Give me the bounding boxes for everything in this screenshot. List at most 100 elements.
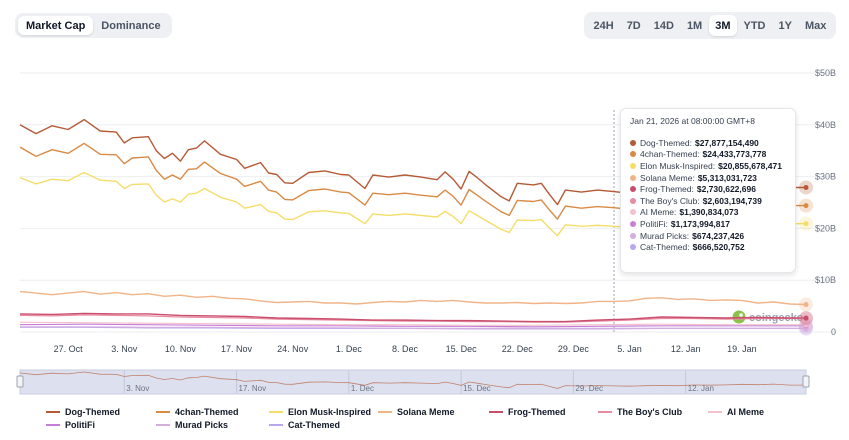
- tooltip-series-name: 4chan-Themed:: [640, 149, 700, 160]
- range-14d[interactable]: 14D: [647, 15, 680, 36]
- tooltip-series-name: Frog-Themed:: [640, 184, 694, 195]
- legend-label: Dog-Themed: [65, 407, 120, 417]
- x-tick-label: 15. Dec: [446, 344, 478, 354]
- tooltip-series-name: Murad Picks:: [640, 230, 690, 241]
- legend-item[interactable]: AI Meme: [708, 407, 764, 417]
- legend-item[interactable]: 4chan-Themed: [156, 407, 239, 417]
- tooltip-series-value: $666,520,752: [692, 242, 745, 253]
- tooltip-series-name: The Boy's Club:: [640, 195, 700, 206]
- navigator-tick-label: 12. Jan: [688, 384, 714, 393]
- legend-label: AI Meme: [727, 407, 765, 417]
- tooltip-series-value: $2,603,194,739: [702, 195, 762, 206]
- tooltip-series-value: $1,173,994,817: [670, 218, 730, 229]
- x-tick-label: 1. Dec: [336, 344, 363, 354]
- legend-label: Solana Meme: [397, 407, 455, 417]
- series-line-ai-meme: [19, 321, 806, 326]
- hover-point-4chan-themed: [803, 203, 809, 209]
- tooltip-date: Jan 21, 2026 at 08:00:00 GMT+8: [630, 116, 755, 126]
- range-3m[interactable]: 3M: [708, 15, 737, 36]
- range-1m[interactable]: 1M: [680, 15, 708, 36]
- tooltip-row: The Boy's Club: $2,603,194,739: [630, 195, 786, 207]
- hover-point-solana-meme: [803, 302, 809, 308]
- legend-swatch: [269, 411, 283, 413]
- tooltip-row: Frog-Themed: $2,730,622,696: [630, 183, 786, 195]
- legend-label: Frog-Themed: [508, 407, 566, 417]
- tooltip-row: Murad Picks: $674,237,426: [630, 230, 786, 242]
- tooltip-row: AI Meme: $1,390,834,073: [630, 207, 786, 219]
- watermark: coingecko: [732, 310, 804, 324]
- tooltip-row: Cat-Themed: $666,520,752: [630, 241, 786, 253]
- series-line-frog-themed: [19, 312, 806, 323]
- legend-item[interactable]: PolitiFi: [46, 420, 95, 430]
- hover-markers: [799, 180, 813, 336]
- navigator-tick-label: 29. Dec: [575, 384, 603, 393]
- navigator-right-handle[interactable]: [802, 375, 810, 388]
- navigator-grid: [123, 371, 687, 393]
- legend-item[interactable]: Elon Musk-Inspired: [269, 407, 371, 417]
- legend-label: PolitiFi: [65, 420, 95, 430]
- metric-tab-group: Market Cap Dominance: [15, 13, 172, 38]
- tab-market-cap[interactable]: Market Cap: [18, 16, 94, 35]
- tooltip-series-name: Dog-Themed:: [640, 137, 692, 148]
- hover-point-ai-meme: [803, 322, 809, 328]
- navigator-tick-label: 1. Dec: [351, 384, 374, 393]
- x-axis-ticks: 27. Oct 3. Nov 10. Nov 17. Nov 24. Nov 1. Dec…: [54, 344, 757, 354]
- tooltip-series-value: $24,433,773,778: [702, 149, 767, 160]
- tooltip-series-name: AI Meme:: [640, 207, 677, 218]
- tab-dominance[interactable]: Dominance: [93, 16, 168, 35]
- tooltip-dot-icon: [630, 197, 636, 204]
- legend-item[interactable]: The Boy's Club: [598, 407, 682, 417]
- tooltip-dot-icon: [630, 139, 636, 146]
- tooltip-series-value: $674,237,426: [692, 230, 745, 241]
- hover-point-elon-musk-inspired: [803, 221, 809, 227]
- x-tick-label: 5. Jan: [617, 344, 642, 354]
- x-tick-label: 8. Dec: [392, 344, 419, 354]
- series-line-the-boy-s-club: [19, 314, 806, 323]
- legend-label: Murad Picks: [175, 420, 229, 430]
- y-tick-label: $30B: [815, 172, 836, 182]
- tooltip-row: PolitiFi: $1,173,994,817: [630, 218, 786, 230]
- range-tab-group: 24H 7D 14D 1M 3M YTD 1Y Max: [584, 12, 836, 39]
- legend-swatch: [156, 424, 170, 426]
- tooltip-dot-icon: [630, 232, 636, 239]
- x-tick-label: 29. Dec: [558, 344, 590, 354]
- range-max[interactable]: Max: [798, 15, 832, 36]
- navigator[interactable]: 3. Nov 17. Nov 1. Dec 15. Dec 29. Dec 12. Jan: [16, 369, 810, 395]
- legend-item[interactable]: Dog-Themed: [46, 407, 120, 417]
- range-ytd[interactable]: YTD: [737, 15, 772, 36]
- coingecko-eye-icon: [739, 313, 743, 317]
- navigator-ticks: 3. Nov 17. Nov 1. Dec 15. Dec 29. Dec 12. Jan: [126, 384, 714, 393]
- legend-item[interactable]: Solana Meme: [378, 407, 455, 417]
- series-line-solana-meme: [19, 290, 807, 306]
- x-tick-label: 17. Nov: [221, 344, 253, 354]
- tooltip-dot-icon: [630, 244, 636, 251]
- legend-item[interactable]: Murad Picks: [156, 420, 228, 430]
- y-tick-label: 0: [831, 327, 836, 337]
- y-tick-label: $40B: [815, 120, 836, 130]
- y-tick-label: $10B: [815, 275, 836, 285]
- navigator-tick-label: 3. Nov: [126, 384, 149, 393]
- y-axis-ticks: 0 $10B $20B $30B $40B $50B: [815, 68, 836, 337]
- legend-item[interactable]: Frog-Themed: [489, 407, 566, 417]
- tooltip-series-name: Solana Meme:: [640, 172, 695, 183]
- legend-item[interactable]: Cat-Themed: [269, 420, 340, 430]
- range-24h[interactable]: 24H: [587, 15, 620, 36]
- tooltip-series-value: $1,390,834,073: [679, 207, 739, 218]
- tooltip-dot-icon: [630, 209, 636, 216]
- legend-swatch: [156, 411, 170, 413]
- legend-label: Elon Musk-Inspired: [288, 407, 372, 417]
- y-tick-label: $20B: [815, 223, 836, 233]
- tooltip-dot-icon: [630, 162, 636, 169]
- series-line-politifi: [19, 323, 806, 328]
- x-tick-label: 3. Nov: [111, 344, 138, 354]
- legend-swatch: [269, 424, 283, 426]
- range-1y[interactable]: 1Y: [772, 15, 798, 36]
- series-lines: [19, 118, 807, 330]
- navigator-window[interactable]: [19, 369, 807, 395]
- tooltip-rows: Dog-Themed: $27,877,154,490 4chan-Themed: $…: [630, 137, 786, 253]
- x-tick-label: 12. Jan: [671, 344, 701, 354]
- x-tick-label: 27. Oct: [54, 344, 84, 354]
- range-7d[interactable]: 7D: [620, 15, 647, 36]
- navigator-left-handle[interactable]: [16, 375, 24, 388]
